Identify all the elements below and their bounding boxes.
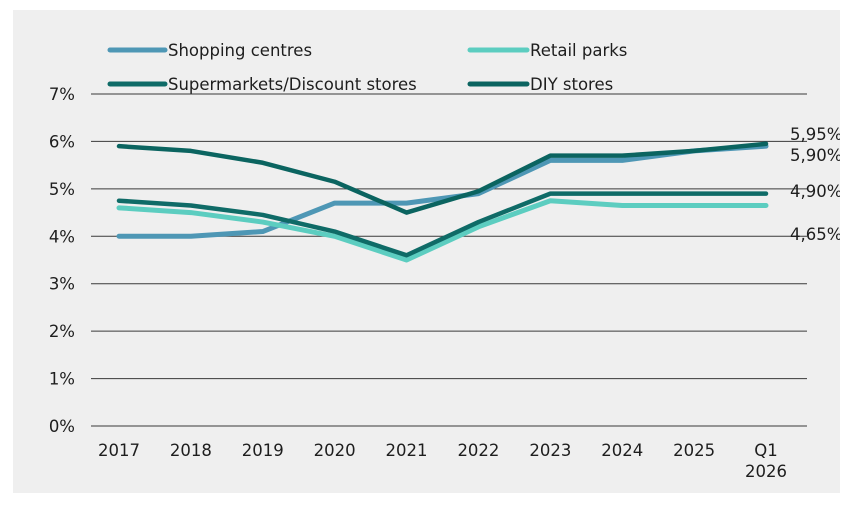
legend: Shopping centres Retail parks Supermarkets… <box>107 41 627 94</box>
x-tick-label: 2025 <box>673 441 715 460</box>
x-tick-label: 2019 <box>242 441 284 460</box>
series-lines <box>116 141 769 263</box>
chart-panel: 0% 1% 2% 3% 4% 5% 6% 7% 2017 2018 2019 2020 2021 202… <box>13 10 840 493</box>
x-tick-label: 2017 <box>98 441 140 460</box>
y-tick-label: 7% <box>49 85 75 104</box>
end-value-label: 4,90% <box>790 182 840 201</box>
x-tick-label: 2022 <box>457 441 499 460</box>
legend-label: Retail parks <box>530 41 627 60</box>
legend-label: Supermarkets/Discount stores <box>168 75 417 94</box>
end-value-label: 5,95% <box>790 125 840 144</box>
legend-label: Shopping centres <box>168 41 312 60</box>
x-tick-label: Q1 2026 <box>745 441 787 481</box>
end-value-label: 4,65% <box>790 225 840 244</box>
x-tick-label: 2021 <box>386 441 428 460</box>
y-tick-label: 3% <box>49 275 75 294</box>
y-tick-label: 1% <box>49 370 75 389</box>
legend-label: DIY stores <box>530 75 613 94</box>
y-tick-label: 6% <box>49 132 75 151</box>
y-tick-label: 5% <box>49 180 75 199</box>
line-chart: 0% 1% 2% 3% 4% 5% 6% 7% 2017 2018 2019 2020 2021 202… <box>49 41 840 481</box>
end-labels: 5,95% 5,90% 4,90% 4,65% <box>790 125 840 244</box>
y-axis-ticks: 0% 1% 2% 3% 4% 5% 6% 7% <box>49 85 75 436</box>
y-tick-label: 2% <box>49 322 75 341</box>
series-line-shopping-centres <box>116 143 769 239</box>
x-axis-ticks: 2017 2018 2019 2020 2021 2022 2023 2024 2025 Q1 20… <box>98 441 787 481</box>
series-line-diy-stores <box>116 141 769 215</box>
series-line-supermarkets-discount-stores <box>116 191 769 258</box>
y-tick-label: 0% <box>49 417 75 436</box>
x-tick-label: 2023 <box>529 441 571 460</box>
x-tick-label: 2018 <box>170 441 212 460</box>
end-value-label: 5,90% <box>790 146 840 165</box>
gridlines <box>91 93 807 427</box>
series-line-retail-parks <box>116 198 769 263</box>
y-tick-label: 4% <box>49 227 75 246</box>
x-tick-label: 2024 <box>601 441 643 460</box>
x-tick-label: 2020 <box>314 441 356 460</box>
